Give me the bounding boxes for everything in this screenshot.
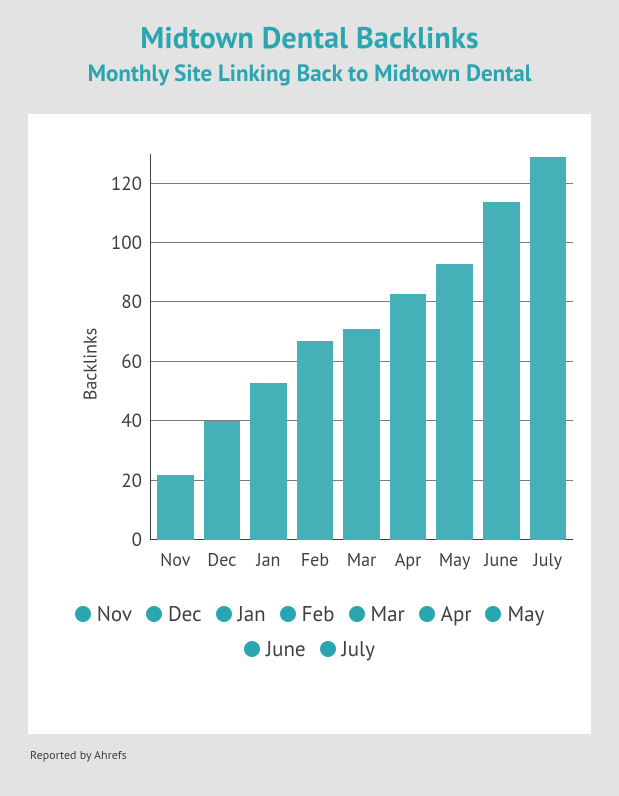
legend-item: May: [485, 600, 544, 627]
y-tick-label: 20: [121, 469, 142, 493]
x-tick-label: June: [483, 542, 520, 574]
bar: [204, 421, 241, 540]
legend-item: June: [244, 635, 306, 662]
chart-area: Backlinks 020406080100120 NovDecJanFebMa…: [98, 154, 567, 574]
bar: [390, 294, 427, 540]
y-tick-label: 0: [132, 528, 142, 552]
y-tick-label: 120: [111, 172, 142, 196]
chart-card: Backlinks 0 20 40 60 80 100 120 Nov Dec Jan Feb Ma…: [28, 114, 591, 734]
legend-item: Feb: [280, 600, 335, 627]
bar: [157, 475, 194, 540]
page: Midtown Dental Backlinks Monthly Site Li…: [0, 0, 619, 796]
legend-item: Jan: [216, 600, 266, 627]
legend-item: Nov: [75, 600, 132, 627]
legend-dot-icon: [280, 606, 296, 622]
legend-dot-icon: [419, 606, 435, 622]
legend-dot-icon: [146, 606, 162, 622]
legend-item: July: [320, 635, 375, 662]
bar: [250, 383, 287, 540]
legend-label: Feb: [302, 600, 335, 627]
x-tick-label: May: [436, 542, 473, 574]
bar: [343, 329, 380, 540]
source-note: Reported by Ahrefs: [30, 748, 591, 763]
legend-dot-icon: [216, 606, 232, 622]
legend-dot-icon: [320, 641, 336, 657]
legend-label: Apr: [441, 600, 472, 627]
legend: Nov Dec Jan Feb Mar Apr May June July: [46, 600, 573, 662]
bar: [483, 202, 520, 540]
legend-label: July: [342, 635, 375, 662]
y-ticks: 020406080100120: [104, 154, 150, 540]
x-tick-label: Mar: [343, 542, 380, 574]
bar: [297, 341, 334, 540]
x-tick-label: Jan: [250, 542, 287, 574]
x-tick-label: Feb: [297, 542, 334, 574]
x-tick-label: Nov: [157, 542, 194, 574]
legend-label: Dec: [168, 600, 202, 627]
legend-label: Jan: [238, 600, 266, 627]
legend-dot-icon: [75, 606, 91, 622]
legend-dot-icon: [244, 641, 260, 657]
chart-title: Midtown Dental Backlinks: [28, 18, 591, 57]
x-tick-label: July: [530, 542, 567, 574]
y-tick-label: 100: [111, 231, 142, 255]
bar: [436, 264, 473, 540]
legend-item: Mar: [349, 600, 405, 627]
plot-region: 0 20 40 60 80 100 120 Nov Dec Jan Feb Mar Apr May Jun…: [104, 154, 573, 574]
legend-dot-icon: [349, 606, 365, 622]
legend-item: Apr: [419, 600, 472, 627]
legend-label: May: [507, 600, 544, 627]
legend-dot-icon: [485, 606, 501, 622]
x-tick-label: Apr: [390, 542, 427, 574]
chart-subtitle: Monthly Site Linking Back to Midtown Den…: [28, 59, 591, 88]
y-tick-label: 80: [121, 290, 142, 314]
bar: [530, 157, 567, 540]
legend-item: Dec: [146, 600, 202, 627]
legend-label: Mar: [371, 600, 405, 627]
legend-label: June: [266, 635, 306, 662]
y-tick-label: 40: [121, 409, 142, 433]
y-axis-label: Backlinks: [79, 328, 102, 400]
x-ticks: Nov Dec Jan Feb Mar Apr May June July: [150, 542, 573, 574]
x-tick-label: Dec: [204, 542, 241, 574]
y-tick-label: 60: [121, 350, 142, 374]
bars-container: [150, 154, 573, 540]
legend-label: Nov: [97, 600, 132, 627]
